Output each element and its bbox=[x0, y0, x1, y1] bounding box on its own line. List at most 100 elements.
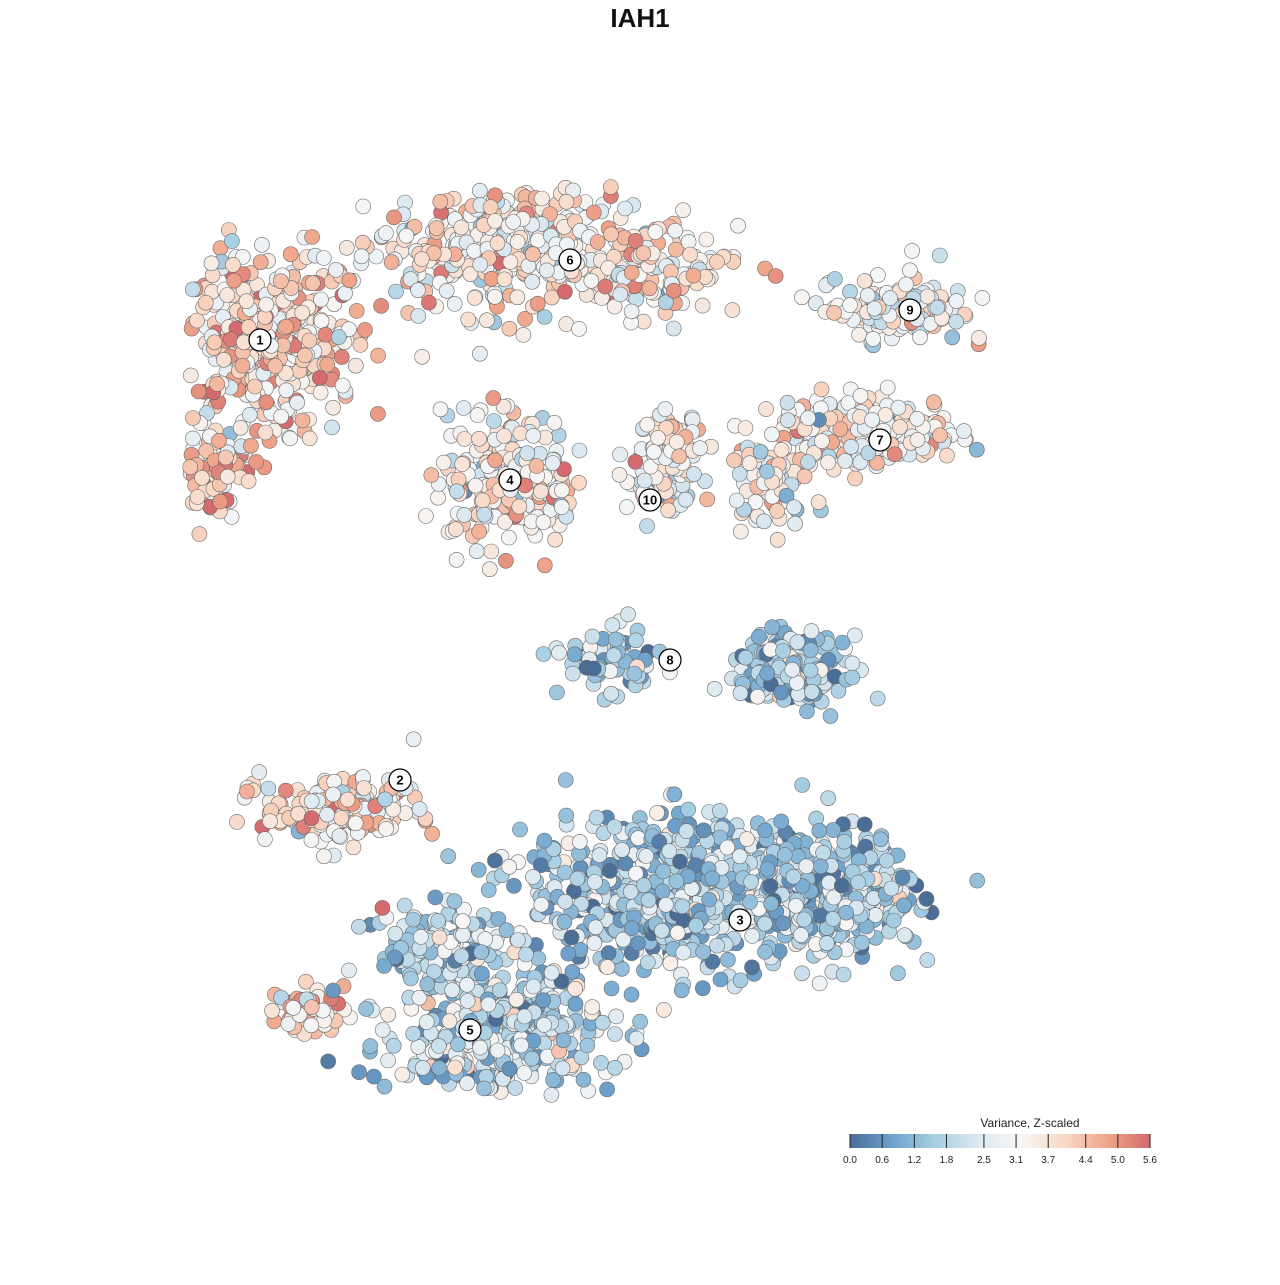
data-point bbox=[866, 300, 883, 317]
data-point bbox=[712, 803, 728, 819]
data-point bbox=[278, 318, 294, 335]
data-point bbox=[289, 394, 306, 411]
data-point bbox=[701, 891, 718, 908]
data-point bbox=[694, 297, 711, 314]
data-point bbox=[757, 944, 773, 960]
data-point bbox=[909, 431, 926, 448]
data-point bbox=[732, 972, 749, 989]
data-point bbox=[757, 260, 773, 277]
data-point bbox=[538, 262, 555, 279]
data-point bbox=[971, 330, 987, 346]
data-point bbox=[794, 289, 810, 306]
data-point bbox=[599, 1081, 615, 1098]
data-point bbox=[688, 917, 704, 934]
data-point bbox=[374, 1022, 391, 1038]
data-point bbox=[617, 200, 633, 217]
data-point bbox=[469, 407, 486, 423]
data-point bbox=[603, 980, 620, 997]
data-point bbox=[501, 858, 518, 875]
data-point bbox=[491, 982, 508, 999]
data-point bbox=[525, 978, 542, 995]
data-point bbox=[386, 209, 402, 226]
data-point bbox=[974, 290, 991, 306]
data-point bbox=[704, 870, 721, 887]
data-point bbox=[497, 514, 513, 530]
data-point bbox=[820, 454, 836, 471]
data-point bbox=[501, 529, 517, 546]
data-point bbox=[759, 463, 775, 480]
data-point bbox=[330, 329, 347, 345]
data-point bbox=[414, 348, 430, 365]
data-point bbox=[794, 777, 811, 793]
data-point bbox=[402, 970, 419, 987]
data-point bbox=[632, 1013, 648, 1030]
data-point bbox=[229, 814, 245, 830]
data-point bbox=[819, 935, 835, 952]
data-point bbox=[506, 877, 522, 894]
data-point bbox=[536, 832, 553, 849]
data-point bbox=[660, 502, 677, 519]
data-point bbox=[697, 473, 713, 490]
data-point bbox=[325, 786, 341, 803]
data-point bbox=[225, 257, 241, 273]
data-point bbox=[341, 272, 358, 289]
data-point bbox=[628, 632, 644, 649]
data-point bbox=[543, 289, 560, 306]
data-point bbox=[902, 262, 918, 279]
data-point bbox=[789, 634, 806, 650]
data-point bbox=[762, 878, 779, 894]
data-point bbox=[482, 199, 499, 215]
data-point bbox=[646, 443, 662, 460]
data-point bbox=[290, 805, 307, 822]
data-point bbox=[767, 268, 784, 284]
data-point bbox=[635, 877, 652, 894]
data-point bbox=[566, 646, 583, 663]
data-point bbox=[571, 321, 587, 337]
data-point bbox=[345, 839, 362, 856]
data-point bbox=[890, 965, 906, 982]
data-point bbox=[557, 283, 573, 300]
data-point bbox=[234, 357, 251, 374]
data-point bbox=[501, 320, 518, 337]
data-point bbox=[661, 843, 678, 859]
legend-tick-label: 3.1 bbox=[1009, 1155, 1023, 1166]
data-point bbox=[557, 772, 574, 788]
data-point bbox=[413, 929, 429, 945]
data-point bbox=[630, 935, 646, 952]
legend-tick-label: 2.5 bbox=[977, 1155, 991, 1166]
data-point bbox=[677, 491, 694, 508]
cluster-label-1: 1 bbox=[248, 328, 272, 352]
data-point bbox=[543, 1087, 560, 1103]
data-point bbox=[837, 453, 853, 469]
data-point bbox=[303, 1017, 320, 1034]
data-point bbox=[719, 839, 736, 856]
data-point bbox=[410, 308, 427, 324]
data-point bbox=[535, 514, 552, 530]
data-point bbox=[571, 474, 587, 491]
data-point bbox=[243, 437, 259, 454]
data-point bbox=[608, 631, 624, 648]
data-point bbox=[226, 272, 242, 289]
data-point bbox=[460, 311, 477, 328]
data-point bbox=[859, 287, 876, 304]
data-point bbox=[752, 443, 769, 460]
data-point bbox=[351, 1064, 367, 1080]
data-point bbox=[435, 454, 452, 471]
data-point bbox=[620, 606, 636, 623]
data-point bbox=[216, 351, 232, 368]
data-point bbox=[476, 1080, 492, 1097]
data-point bbox=[513, 1037, 530, 1054]
data-point bbox=[584, 999, 601, 1015]
data-point bbox=[449, 483, 465, 500]
data-point bbox=[709, 254, 725, 270]
data-point bbox=[380, 1006, 397, 1023]
data-point bbox=[607, 1026, 623, 1042]
legend-tick-label: 1.8 bbox=[939, 1155, 953, 1166]
data-point bbox=[543, 964, 560, 981]
data-point bbox=[815, 845, 831, 861]
data-point bbox=[278, 382, 295, 399]
data-point bbox=[512, 425, 529, 442]
data-point bbox=[546, 414, 563, 431]
data-point bbox=[694, 980, 711, 997]
data-point bbox=[272, 273, 289, 290]
